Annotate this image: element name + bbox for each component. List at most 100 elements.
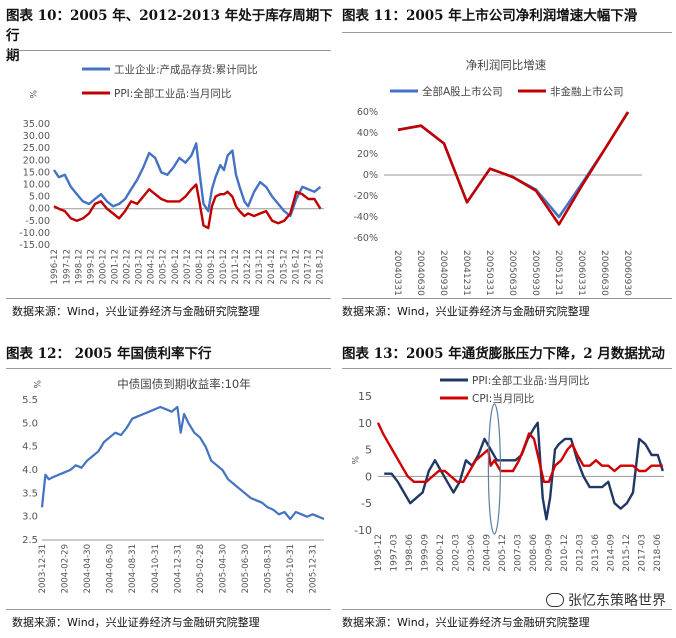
c13-xtick: 2004-09: [483, 534, 493, 572]
c11-ytick: 0%: [363, 170, 378, 181]
c12-ytick: 4.5: [22, 442, 38, 453]
c10-ytick: 5.00: [29, 192, 50, 203]
c13-xtick: 2017-03: [637, 534, 647, 572]
c12-xtick: 2005-10-31: [286, 544, 296, 593]
panel-11-title: 图表 11：2005 年上市公司净利润增速大幅下滑: [342, 8, 638, 24]
panel-12-bottom-rule: [6, 609, 331, 610]
c13-xtick: 1995-12: [374, 534, 384, 572]
c10-xtick: 2009-12: [207, 249, 217, 285]
c10-xtick: 2006-12: [171, 249, 181, 285]
c13-xtick: 1999-09: [421, 534, 431, 572]
panel-13-title: 图表 13：2005 年通货膨胀压力下降，2 月数据扰动: [342, 346, 665, 362]
c11-xtick: 20040930: [438, 250, 448, 296]
c11-xtick: 20060930: [622, 250, 632, 296]
c10-ytick: 0.00: [29, 204, 50, 215]
c10-xtick: 2013-12: [255, 249, 265, 285]
c12-ytick: 3.0: [22, 512, 38, 523]
wechat-icon: [546, 593, 564, 607]
chart-10: 工业企业:产成品存货:累计同比 PPI:全部工业品:当月同比% 35.0030.00…: [19, 63, 325, 285]
c10-ytick: 35.00: [23, 119, 50, 130]
panel-11-source: 数据来源：Wind，兴业证券经济与金融研究院整理: [342, 305, 590, 318]
panel-10-top-rule: [6, 50, 331, 51]
c11-ytick: 20%: [357, 149, 378, 160]
c10-series-0: [53, 142, 322, 218]
panel-10-title-line2: 期: [6, 48, 20, 64]
c12-ytick: 4.0: [22, 465, 38, 476]
c10-xtick: 2008-12: [195, 249, 205, 285]
c12-xtick: 2004-12-31: [173, 544, 183, 593]
c13-xtick: 2012-03: [575, 534, 585, 572]
c11-legend-nonfin-label: 非金融上市公司: [550, 85, 624, 98]
c13-legend-ppi-label: PPI:全部工业品:当月同比: [472, 374, 589, 387]
c12-ytick: 5.0: [22, 418, 38, 429]
c12-xtick: 2004-06-30: [106, 544, 116, 593]
c13-highlight-ellipse: [487, 403, 501, 535]
panel-13-source: 数据来源：Wind，兴业证券经济与金融研究院整理: [342, 616, 590, 629]
c11-xtick: 20050331: [484, 250, 494, 296]
c13-xtick: 2003-06: [467, 534, 477, 572]
c10-ytick: -15.00: [19, 240, 50, 251]
c10-legend-ppi-label: PPI:全部工业品:当月同比: [114, 87, 231, 100]
panel-13-bottom-rule: [342, 609, 672, 610]
panel-12-title: 图表 12： 2005 年国债利率下行: [6, 346, 212, 362]
panel-13-top-rule: [342, 368, 672, 369]
c10-ytick: 25.00: [23, 143, 50, 154]
c10-xtick: 2003-12: [135, 249, 145, 285]
c13-xtick: 2005-12: [498, 534, 508, 572]
c13-ytick: 15: [358, 390, 372, 403]
c11-ytick: 40%: [357, 128, 378, 139]
c13-xtick: 2014-09: [606, 534, 616, 572]
c12-xtick: 2005-12-31: [309, 544, 319, 593]
c10-xtick: 2001-12: [111, 249, 121, 285]
c10-xtick: 2002-12: [123, 249, 133, 285]
c13-xtick: 2000-12: [436, 534, 446, 572]
c12-ytick: 2.5: [22, 535, 38, 546]
c12-series-0: [40, 405, 325, 521]
c12-xtick: 2004-02-29: [61, 544, 71, 593]
c13-xtick: 1997-03: [390, 534, 400, 572]
c10-xtick: 2010-12: [219, 249, 229, 285]
c12-xtick: 2004-10-31: [151, 544, 161, 593]
c10-xtick: 1996-12: [50, 249, 60, 285]
c10-series-1: [53, 183, 322, 230]
c12-xtick: 2003-12-31: [38, 544, 48, 593]
c12-xtick: 2005-04-30: [218, 544, 228, 593]
c10-xtick: 2015-12: [279, 249, 289, 285]
c11-xtick: 20040630: [415, 250, 425, 296]
c10-xtick: 2007-12: [183, 249, 193, 285]
c10-legend-inventory-label: 工业企业:产成品存货:累计同比: [114, 63, 258, 76]
c10-xtick: 2012-12: [243, 249, 253, 285]
c10-ytick: 20.00: [23, 155, 50, 166]
c11-series-0: [397, 111, 630, 219]
c13-xtick: 2009-09: [544, 534, 554, 572]
c10-unit: %: [27, 90, 37, 99]
c13-xtick: 2007-03: [514, 534, 524, 572]
c13-ytick: -5: [361, 497, 372, 510]
c10-ytick: -5.00: [25, 216, 50, 227]
c11-xtick: 20050930: [530, 250, 540, 296]
c12-ytick: 5.5: [22, 395, 38, 406]
c10-xtick: 2016-12: [291, 249, 301, 285]
c11-series-1: [397, 111, 630, 226]
c11-ytick: 60%: [357, 107, 378, 118]
c10-ytick: 15.00: [23, 167, 50, 178]
c12-unit: %: [31, 380, 41, 389]
c12-xtick: 2004-08-31: [128, 544, 138, 593]
c11-legend-all-a-label: 全部A股上市公司: [422, 85, 503, 98]
c13-xtick: 2018-06: [653, 534, 663, 572]
c12-xtick: 2004-04-30: [83, 544, 93, 593]
c13-xtick: 2002-03: [452, 534, 462, 572]
chart-13: PPI:全部工业品:当月同比 CPI:当月同比% 15 10 5 0 -5 -101995-1…: [349, 374, 664, 572]
c11-ytick: -40%: [353, 212, 378, 223]
c13-xtick: 2013-06: [591, 534, 601, 572]
c11-ytick: -20%: [353, 191, 378, 202]
c10-xtick: 1997-12: [62, 249, 72, 285]
c13-legend-cpi-label: CPI:当月同比: [472, 392, 534, 405]
c11-title: 净利润同比增速: [466, 58, 547, 72]
c10-ytick: -10.00: [19, 228, 50, 239]
c10-xtick: 2000-12: [98, 249, 108, 285]
panel-11-bottom-rule: [342, 298, 672, 299]
c13-xtick: 2008-06: [529, 534, 539, 572]
c12-ytick: 3.5: [22, 488, 38, 499]
c13-xtick: 2015-12: [622, 534, 632, 572]
